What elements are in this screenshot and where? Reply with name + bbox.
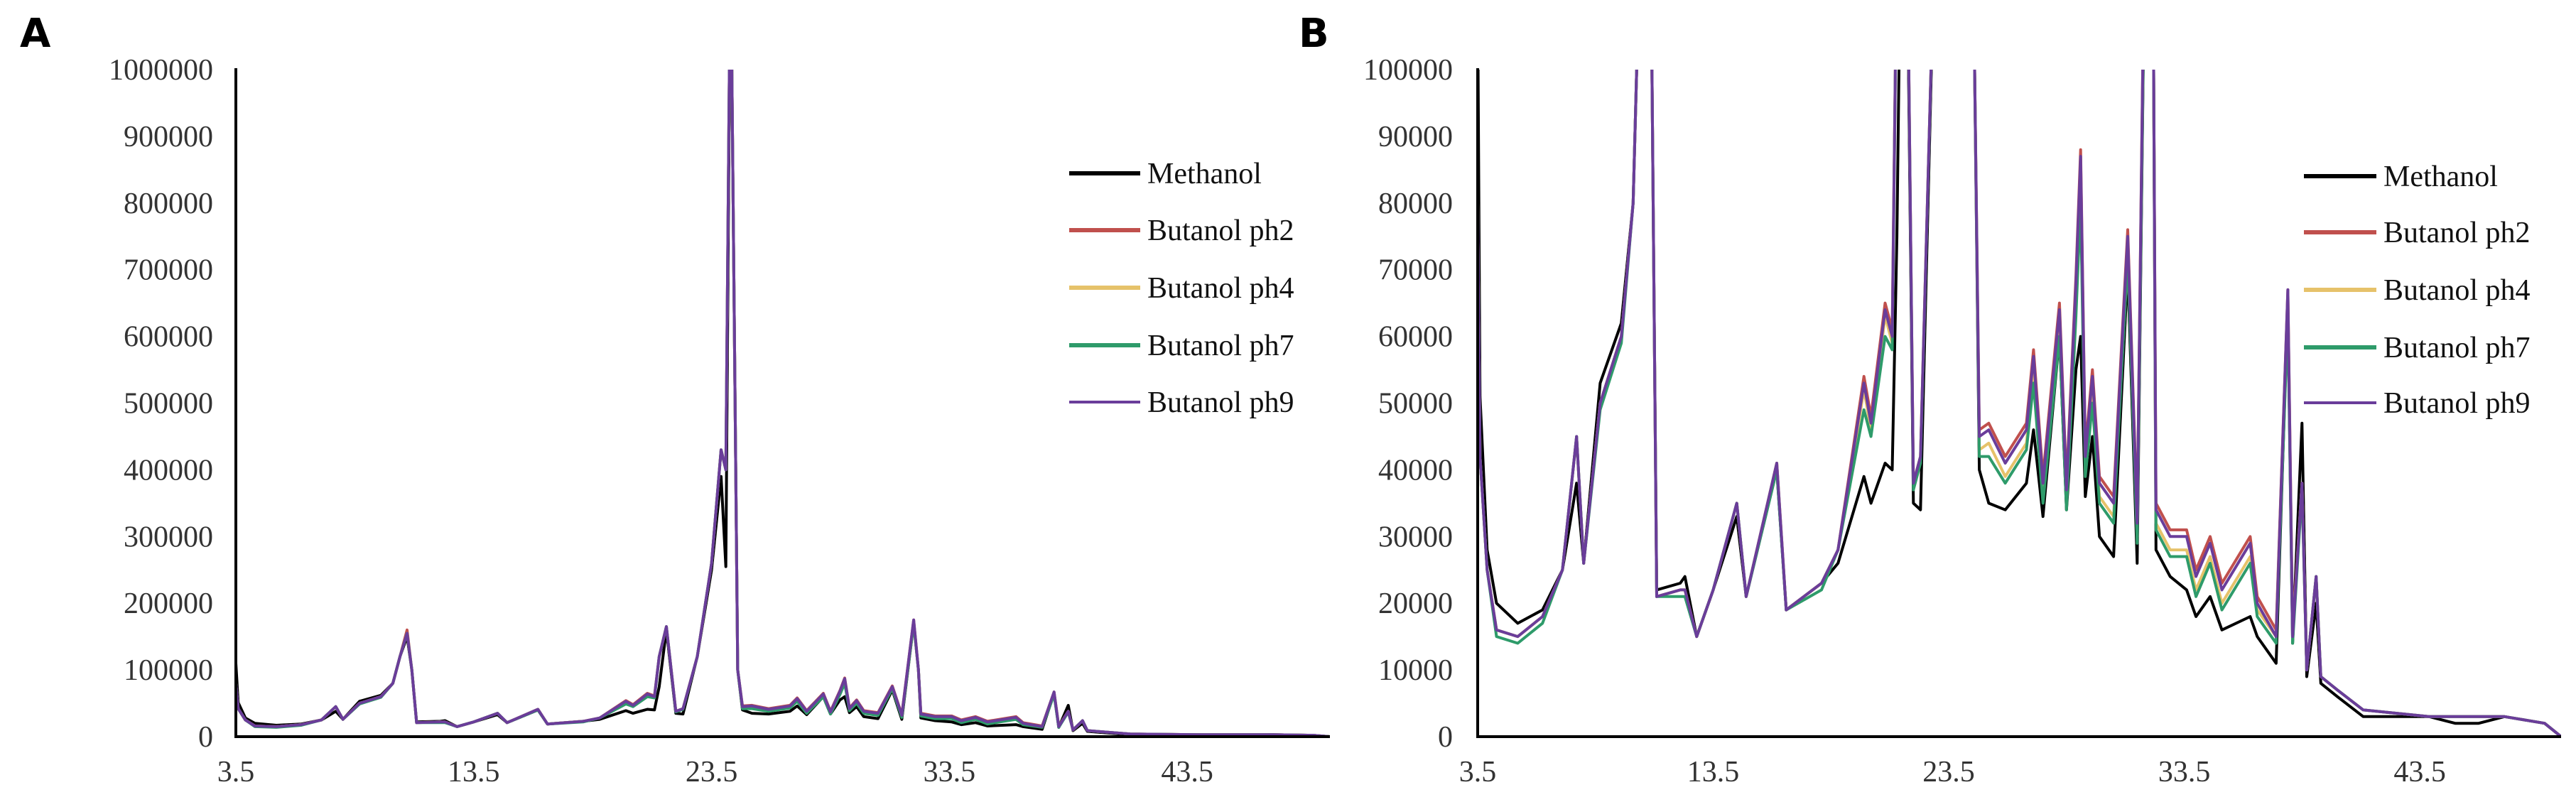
- panel-b-y-tick-label: 40000: [1378, 454, 1453, 487]
- panel-b-y-tick-label: 30000: [1378, 521, 1453, 553]
- panel-a-y-tick-label: 100000: [124, 654, 213, 687]
- panel-b-y-ticks: 0 10000 20000 30000 40000 50000 60000 70000 8000…: [1363, 54, 1453, 754]
- panel-b-y-tick-label: 60000: [1378, 321, 1453, 354]
- panel-a-x-ticks: 3.5 13.5 23.5 33.5 43.5: [217, 756, 1213, 789]
- panel-a-y-tick-label: 900000: [124, 121, 213, 153]
- panel-b-y-tick-label: 80000: [1378, 188, 1453, 220]
- panel-b-y-tick-label: 0: [1438, 721, 1453, 754]
- panel-a-x-tick-label: 13.5: [448, 756, 500, 789]
- legend-label: Butanol ph9: [1147, 386, 1294, 419]
- panel-b-y-tick-label: 90000: [1378, 121, 1453, 153]
- panel-b-series-line-butanol-ph9: [1478, 70, 2561, 738]
- legend-label: Butanol ph4: [2383, 274, 2531, 307]
- legend-label: Butanol ph2: [2383, 217, 2531, 249]
- panel-a-series-line-methanol: [236, 70, 1330, 738]
- panel-a-series-line-butanol-ph4: [236, 70, 1330, 738]
- panel-b-y-tick-label: 50000: [1378, 388, 1453, 421]
- panel-a-x-tick-label: 33.5: [924, 756, 976, 789]
- legend-label: Butanol ph4: [1147, 272, 1294, 305]
- panel-a-x-tick-label: 43.5: [1161, 756, 1213, 789]
- panel-a-legend: Methanol Butanol ph2 Butanol ph4 Butanol ph…: [1069, 158, 1294, 419]
- panel-b-x-tick-label: 33.5: [2158, 756, 2211, 789]
- panel-b-y-tick-label: 70000: [1378, 254, 1453, 287]
- panel-a-y-tick-label: 500000: [124, 388, 213, 421]
- panel-b-x-tick-label: 13.5: [1687, 756, 1740, 789]
- legend-label: Butanol ph7: [2383, 332, 2531, 364]
- panel-b-legend: Methanol Butanol ph2 Butanol ph4 Butanol ph…: [2304, 161, 2531, 420]
- panel-a-y-tick-label: 0: [198, 721, 213, 754]
- panel-b-series-line-butanol-ph7: [1478, 70, 2561, 738]
- panel-b-series: [1478, 70, 2561, 738]
- panel-a-series: [236, 70, 1330, 738]
- panel-a-label: A: [20, 11, 51, 57]
- panel-a-x-tick-label: 3.5: [217, 756, 255, 789]
- panel-a-y-ticks: 0 100000 200000 300000 400000 500000 600000 700…: [109, 54, 213, 754]
- panel-b-series-line-butanol-ph2: [1478, 70, 2561, 738]
- panel-a-y-tick-label: 200000: [124, 587, 213, 620]
- panel-a-y-tick-label: 600000: [124, 321, 213, 354]
- panel-b-y-tick-label: 100000: [1363, 54, 1453, 87]
- panel-b-x-tick-label: 3.5: [1459, 756, 1497, 789]
- panel-a-y-tick-label: 400000: [124, 454, 213, 487]
- panel-a-y-tick-label: 300000: [124, 521, 213, 553]
- legend-label: Butanol ph7: [1147, 330, 1294, 362]
- panel-a-chart: 0 100000 200000 300000 400000 500000 600000 700…: [109, 54, 1330, 789]
- panel-a-series-line-butanol-ph7: [236, 70, 1330, 738]
- panel-b-y-tick-label: 10000: [1378, 654, 1453, 687]
- legend-label: Methanol: [1147, 158, 1262, 190]
- panel-a-series-line-butanol-ph2: [236, 70, 1330, 738]
- panel-b-y-tick-label: 20000: [1378, 587, 1453, 620]
- panel-b-series-line-butanol-ph4: [1478, 70, 2561, 738]
- panel-a-y-tick-label: 700000: [124, 254, 213, 287]
- legend-label: Butanol ph2: [1147, 215, 1294, 247]
- panel-b-series-line-methanol: [1478, 70, 2561, 738]
- panel-a-y-tick-label: 800000: [124, 188, 213, 220]
- legend-label: Methanol: [2383, 161, 2498, 193]
- panel-a-x-tick-label: 23.5: [686, 756, 738, 789]
- panel-b-chart: 0 10000 20000 30000 40000 50000 60000 70000 8000…: [1363, 54, 2561, 789]
- panel-a-series-line-butanol-ph9: [236, 70, 1330, 738]
- panel-b-label: B: [1299, 11, 1329, 57]
- panel-b-x-tick-label: 23.5: [1922, 756, 1975, 789]
- legend-label: Butanol ph9: [2383, 387, 2531, 420]
- panel-a-y-tick-label: 1000000: [109, 54, 213, 87]
- panel-b-x-tick-label: 43.5: [2393, 756, 2446, 789]
- panel-b-x-ticks: 3.5 13.5 23.5 33.5 43.5: [1459, 756, 2446, 789]
